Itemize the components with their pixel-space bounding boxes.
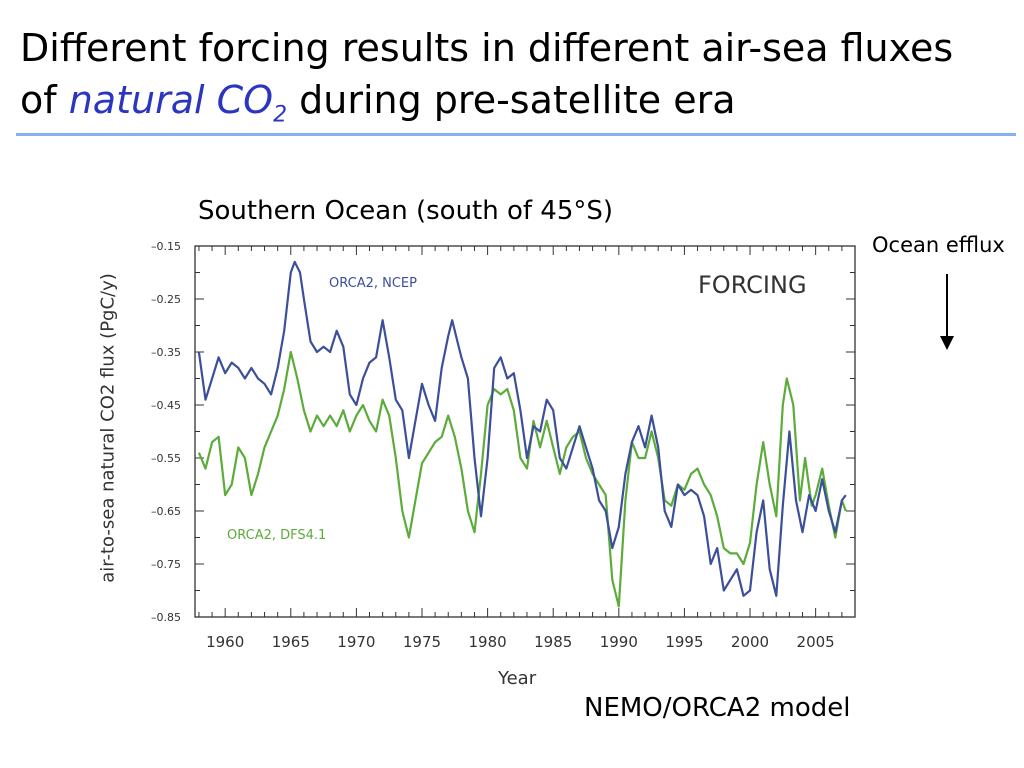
title-emphasis: natural CO2 — [68, 78, 287, 128]
forcing-annotation: FORCING — [698, 271, 807, 299]
efflux-arrow-shaft — [946, 274, 948, 338]
x-tick-label: 1990 — [600, 633, 638, 651]
title-em-text: natural CO — [68, 78, 274, 122]
x-tick-label: 1975 — [403, 633, 441, 651]
x-tick-label: 1970 — [337, 633, 375, 651]
x-tick-label: 2000 — [731, 633, 769, 651]
title-prefix: of — [20, 78, 69, 122]
y-tick-label: –0.85 — [151, 611, 181, 624]
y-tick-label: –0.65 — [151, 505, 181, 518]
series-label-dfs: ORCA2, DFS4.1 — [227, 528, 327, 543]
x-tick-label: 1980 — [469, 633, 507, 651]
x-tick-label: 1965 — [272, 633, 310, 651]
y-tick-label: –0.25 — [151, 293, 181, 306]
series-label-ncep: ORCA2, NCEP — [329, 276, 417, 291]
x-tick-label: 2005 — [797, 633, 835, 651]
y-tick-label: –0.55 — [151, 452, 181, 465]
x-axis-label: Year — [498, 668, 537, 689]
plot-frame — [194, 245, 856, 618]
title-subscript: 2 — [273, 102, 288, 128]
x-tick-label: 1995 — [665, 633, 703, 651]
x-tick-label: 1985 — [534, 633, 572, 651]
series-line-dfs — [197, 350, 847, 608]
title-divider — [16, 133, 1016, 136]
y-tick-label: –0.45 — [151, 399, 181, 412]
efflux-label: Ocean efflux — [872, 233, 1005, 257]
y-axis-label: air-to-sea natural CO2 flux (PgC/y) — [97, 273, 119, 583]
y-tick-label: –0.15 — [151, 240, 181, 253]
x-tick-label: 1960 — [206, 633, 244, 651]
title-line1: Different forcing results in different a… — [20, 26, 954, 70]
model-label: NEMO/ORCA2 model — [584, 693, 851, 723]
series-line-ncep — [197, 260, 847, 597]
title-suffix: during pre-satellite era — [287, 78, 736, 122]
slide-title: Different forcing results in different a… — [20, 22, 1020, 142]
down-arrow-icon — [940, 336, 954, 350]
y-tick-label: –0.75 — [151, 558, 181, 571]
y-tick-label: –0.35 — [151, 346, 181, 359]
chart-subtitle: Southern Ocean (south of 45°S) — [198, 196, 614, 226]
